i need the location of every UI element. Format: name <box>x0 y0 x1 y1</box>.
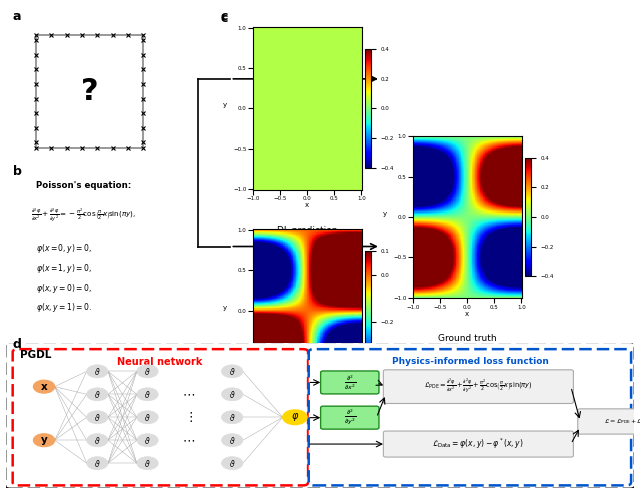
Text: $\vartheta$: $\vartheta$ <box>144 458 151 469</box>
Text: $\mathcal{L}_{\rm PDE}=\frac{\partial^2\varphi}{\partial x^2}+\frac{\partial^2\v: $\mathcal{L}_{\rm PDE}=\frac{\partial^2\… <box>424 378 532 396</box>
Text: $\vartheta$: $\vartheta$ <box>94 389 100 400</box>
Text: $\varphi(x, y=1) = 0.$: $\varphi(x, y=1) = 0.$ <box>36 301 92 314</box>
Circle shape <box>86 365 108 378</box>
Text: d: d <box>13 338 22 351</box>
Text: $\varphi(x, y=0) = 0,$: $\varphi(x, y=0) = 0,$ <box>36 282 92 294</box>
X-axis label: x: x <box>465 311 469 317</box>
Text: Ground truth: Ground truth <box>438 334 497 343</box>
Text: $\cdots$: $\cdots$ <box>182 388 195 401</box>
Text: $\varphi(x=0, y) = 0,$: $\varphi(x=0, y) = 0,$ <box>36 243 92 255</box>
X-axis label: x: x <box>305 203 309 209</box>
Circle shape <box>33 434 54 447</box>
Text: $\vartheta$: $\vartheta$ <box>94 435 100 446</box>
Text: Physics-informed loss function: Physics-informed loss function <box>392 357 549 366</box>
Text: ?: ? <box>81 77 99 106</box>
Circle shape <box>86 434 108 447</box>
X-axis label: x: x <box>305 405 309 411</box>
Text: y: y <box>41 435 47 445</box>
Text: x: x <box>41 382 47 391</box>
Circle shape <box>137 388 158 401</box>
Circle shape <box>221 365 243 378</box>
Text: $\frac{\partial^2}{\partial y^2}$: $\frac{\partial^2}{\partial y^2}$ <box>344 408 356 427</box>
Bar <box>36 35 143 147</box>
Text: $\mathcal{L}=\mathcal{L}_{\rm PDE}+\mathcal{L}_{\rm Data}$: $\mathcal{L}=\mathcal{L}_{\rm PDE}+\math… <box>604 417 640 426</box>
Y-axis label: y: y <box>223 305 227 311</box>
FancyBboxPatch shape <box>14 163 197 335</box>
FancyBboxPatch shape <box>578 409 640 434</box>
Text: PGDL: PGDL <box>20 351 52 360</box>
Text: $\vartheta$: $\vartheta$ <box>144 389 151 400</box>
Text: PGDL prediction: PGDL prediction <box>271 428 344 437</box>
Circle shape <box>221 434 243 447</box>
FancyBboxPatch shape <box>321 406 379 429</box>
Text: $\vartheta$: $\vartheta$ <box>94 458 100 469</box>
FancyBboxPatch shape <box>308 349 631 486</box>
Circle shape <box>221 457 243 470</box>
Text: $\vdots$: $\vdots$ <box>184 410 193 424</box>
Circle shape <box>86 457 108 470</box>
Text: $\vartheta$: $\vartheta$ <box>229 389 236 400</box>
Text: c: c <box>221 10 228 23</box>
Text: c: c <box>221 12 228 25</box>
FancyBboxPatch shape <box>13 349 308 486</box>
Circle shape <box>137 411 158 424</box>
Circle shape <box>283 410 307 425</box>
Y-axis label: y: y <box>383 211 387 217</box>
Text: $\mathcal{L}_{\rm Data}=\varphi(x,y)-\varphi^*(x,y)$: $\mathcal{L}_{\rm Data}=\varphi(x,y)-\va… <box>432 437 524 451</box>
Text: $\vartheta$: $\vartheta$ <box>229 366 236 377</box>
Text: $\varphi$: $\varphi$ <box>291 411 299 423</box>
Circle shape <box>221 411 243 424</box>
Circle shape <box>33 380 54 393</box>
Circle shape <box>137 365 158 378</box>
Circle shape <box>86 388 108 401</box>
Text: $\vartheta$: $\vartheta$ <box>229 412 236 423</box>
Text: a: a <box>13 10 21 23</box>
Text: $\cdots$: $\cdots$ <box>182 434 195 447</box>
FancyBboxPatch shape <box>321 371 379 394</box>
Text: DL prediction: DL prediction <box>277 226 337 235</box>
FancyBboxPatch shape <box>5 342 635 489</box>
Text: $\varphi(x=1, y) = 0,$: $\varphi(x=1, y) = 0,$ <box>36 262 92 275</box>
FancyBboxPatch shape <box>383 431 573 457</box>
Text: $\vartheta$: $\vartheta$ <box>94 412 100 423</box>
Circle shape <box>86 411 108 424</box>
Text: Neural network: Neural network <box>117 357 203 367</box>
Text: $\vartheta$: $\vartheta$ <box>229 458 236 469</box>
Text: $\vartheta$: $\vartheta$ <box>144 435 151 446</box>
Text: DL: DL <box>301 62 314 71</box>
Text: Poisson's equation:: Poisson's equation: <box>36 180 132 190</box>
Text: $\vartheta$: $\vartheta$ <box>144 412 151 423</box>
Circle shape <box>221 388 243 401</box>
Text: $\vartheta$: $\vartheta$ <box>94 366 100 377</box>
Text: $\vartheta$: $\vartheta$ <box>229 435 236 446</box>
Text: PGDL: PGDL <box>294 229 321 239</box>
Text: b: b <box>13 165 22 178</box>
Text: $\vartheta$: $\vartheta$ <box>144 366 151 377</box>
FancyBboxPatch shape <box>383 370 573 403</box>
Text: $\frac{\partial^2}{\partial x^2}$: $\frac{\partial^2}{\partial x^2}$ <box>344 373 356 392</box>
Circle shape <box>137 457 158 470</box>
Text: $\frac{\partial^2\varphi}{\partial x^2} + \frac{\partial^2\varphi}{\partial y^2}: $\frac{\partial^2\varphi}{\partial x^2} … <box>31 207 137 225</box>
Y-axis label: y: y <box>223 103 227 108</box>
Circle shape <box>137 434 158 447</box>
